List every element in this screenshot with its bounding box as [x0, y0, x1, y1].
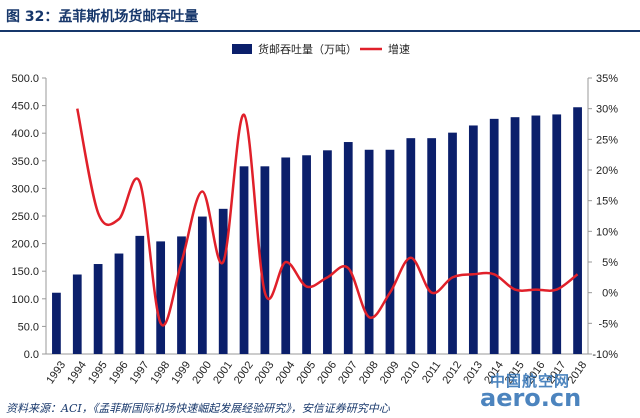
x-tick-label: 2004	[274, 359, 298, 386]
bar-2016	[531, 115, 541, 354]
bar-1998	[156, 241, 166, 354]
bar-1994	[72, 274, 82, 354]
x-tick-label: 2005	[294, 359, 318, 386]
x-tick-label: 2010	[399, 359, 423, 386]
x-tick-label: 1993	[44, 359, 68, 386]
y-left-tick-label: 350.0	[11, 156, 39, 168]
bar-2015	[510, 117, 520, 354]
x-tick-label: 1997	[128, 359, 152, 386]
bar-1993	[52, 292, 61, 354]
bar-2018	[573, 107, 582, 354]
bar-2011	[427, 138, 437, 354]
y-right-tick-label: 0%	[602, 288, 618, 300]
bar-2007	[343, 142, 353, 354]
x-tick-label: 1999	[169, 359, 193, 386]
bar-2013	[468, 125, 478, 354]
bar-2009	[385, 149, 395, 354]
y-left-tick-label: 0.0	[24, 349, 39, 361]
growth-line	[76, 108, 579, 327]
x-tick-label: 2001	[211, 359, 235, 386]
bar-2001	[218, 208, 228, 354]
bar-1997	[135, 235, 145, 354]
bar-2008	[364, 149, 374, 354]
bar-1996	[114, 253, 124, 354]
bar-2002	[239, 166, 249, 354]
bar-1999	[177, 236, 186, 354]
y-left-tick-label: 500.0	[11, 73, 39, 85]
y-right-tick-label: 20%	[596, 165, 618, 177]
x-tick-label: 2008	[357, 359, 381, 386]
bar-1995	[93, 264, 103, 354]
legend-bar-swatch	[232, 44, 252, 54]
x-tick-label: 1998	[149, 359, 173, 386]
y-left-tick-label: 200.0	[11, 239, 39, 251]
y-left-tick-label: 150.0	[11, 266, 39, 278]
y-right-tick-label: 25%	[596, 134, 618, 146]
x-tick-label: 1994	[65, 359, 89, 386]
x-tick-label: 2000	[190, 359, 214, 386]
y-right-tick-label: 35%	[596, 73, 618, 85]
y-left-tick-label: 300.0	[11, 183, 39, 195]
y-left-tick-label: 400.0	[11, 128, 39, 140]
source-note: 资料来源：ACI，《孟菲斯国际机场快速崛起发展经验研究》，安信证券研究中心	[6, 402, 390, 415]
x-tick-label: 2012	[440, 359, 464, 386]
bar-2005	[302, 155, 311, 354]
watermark-en: aero.cn	[480, 384, 582, 412]
x-tick-label: 2011	[420, 359, 443, 385]
y-left-tick-label: 250.0	[11, 211, 39, 223]
legend-line-label: 增速	[388, 42, 410, 56]
x-tick-label: 2007	[336, 359, 360, 386]
x-tick-label: 2002	[232, 359, 256, 386]
title-divider	[0, 30, 640, 32]
bar-series	[52, 107, 582, 355]
y-right-tick-label: 30%	[596, 104, 618, 116]
bar-2006	[323, 150, 332, 354]
chart-legend: 货邮吞吐量（万吨） 增速	[232, 42, 410, 56]
bar-2014	[489, 118, 499, 355]
x-tick-label: 2003	[253, 359, 277, 386]
y-left-tick-label: 50.0	[18, 321, 39, 333]
y-right-tick-label: 15%	[596, 196, 618, 208]
watermark-cn: 中国航空网	[490, 372, 571, 390]
legend-bar-label: 货邮吞吐量（万吨）	[258, 42, 357, 56]
y-right-tick-label: -10%	[592, 349, 618, 361]
bar-2012	[448, 132, 457, 354]
bar-2003	[260, 166, 270, 354]
y-right-tick-label: 10%	[596, 226, 618, 238]
x-tick-label: 1996	[107, 359, 131, 386]
bar-2004	[281, 157, 291, 354]
y-right-tick-label: -5%	[598, 318, 618, 330]
line-series	[76, 108, 579, 327]
x-tick-label: 2009	[378, 359, 402, 386]
x-tick-label: 1995	[86, 359, 110, 386]
y-left-tick-label: 100.0	[11, 294, 39, 306]
watermark-logo: 中国航空网 aero.cn	[480, 370, 636, 414]
figure-title: 图 32：孟菲斯机场货邮吞吐量	[6, 9, 199, 25]
y-right-tick-label: 5%	[602, 257, 618, 269]
bar-2017	[552, 114, 562, 354]
bar-2010	[406, 138, 416, 354]
bar-2000	[197, 216, 207, 354]
y-left-tick-label: 450.0	[11, 101, 39, 113]
x-tick-label: 2006	[315, 359, 339, 386]
